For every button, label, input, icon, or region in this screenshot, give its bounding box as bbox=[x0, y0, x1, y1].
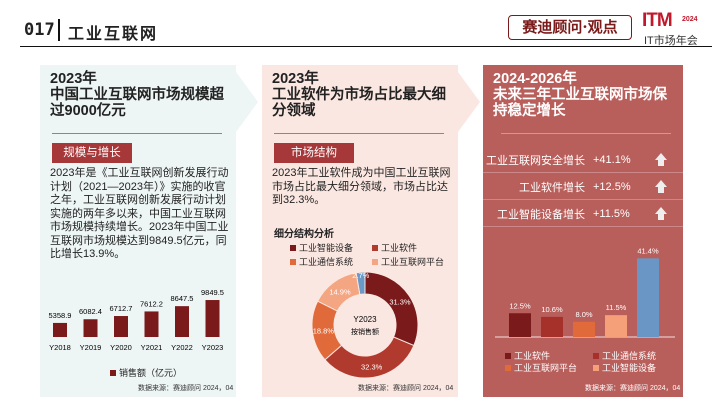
legend-item: 工业通信系统 bbox=[290, 255, 353, 268]
bar bbox=[144, 311, 159, 337]
itm-logo-year: 2024 bbox=[682, 16, 698, 23]
panel-growth-forecast: 2024-2026年 未来三年工业互联网市场保持稳定增长 工业互联网安全增长 +41… bbox=[483, 65, 683, 397]
data-source: 数据来源：赛迪顾问 2024，04 bbox=[358, 385, 454, 392]
x-tick-label: Y2019 bbox=[80, 343, 102, 352]
panel-body: 2023年工业软件成为中国工业互联网市场占比最大细分领域，市场占比达到32.3%… bbox=[272, 167, 451, 206]
panel-market-structure: 2023年 工业软件为市场占比最大细分领域 市场结构 2023年工业软件成为中国工… bbox=[262, 65, 458, 397]
x-tick-label: Y2023 bbox=[202, 343, 224, 352]
itm-logo: ITM bbox=[642, 10, 673, 31]
panel-body: 2023年是《工业互联网创新发展行动计划（2021—2023年）》实施的收官之年… bbox=[50, 167, 229, 260]
bar-value-label: 5358.9 bbox=[49, 311, 72, 320]
donut-slice bbox=[311, 300, 343, 361]
bar-value-label: 10.6% bbox=[541, 305, 563, 314]
growth-row: 工业互联网安全增长 +41.1% bbox=[483, 147, 683, 173]
legend-item: 工业软件 bbox=[505, 349, 550, 362]
market-structure-donut-chart: Y2023 按销售额 31.3% 32.3% 18.8% 14.9%2.7% bbox=[311, 271, 419, 379]
chart-title: 细分结构分析 bbox=[274, 229, 334, 240]
donut-slice bbox=[324, 336, 415, 379]
section-tag: 市场结构 bbox=[274, 143, 354, 163]
bar-value-label: 8.0% bbox=[575, 310, 592, 319]
legend-item: 销售额（亿元） bbox=[110, 366, 182, 379]
bar-value-label: 41.4% bbox=[637, 246, 659, 255]
slice-label: 18.8% bbox=[313, 326, 335, 335]
donut-slice bbox=[316, 272, 361, 312]
bar-value-label: 9849.5 bbox=[201, 288, 224, 297]
bar bbox=[53, 322, 67, 337]
donut-center-year: Y2023 bbox=[353, 315, 377, 324]
x-tick-label: Y2022 bbox=[171, 343, 193, 352]
bar bbox=[175, 306, 189, 337]
up-arrow-icon bbox=[655, 207, 667, 220]
legend-item: 工业互联网平台 bbox=[505, 361, 577, 374]
page-number: 017 bbox=[24, 20, 55, 40]
data-source: 数据来源：赛迪顾问 2024，04 bbox=[138, 385, 234, 392]
bar bbox=[205, 300, 220, 337]
up-arrow-icon bbox=[655, 180, 667, 193]
bar bbox=[83, 319, 98, 337]
legend-item: 工业软件 bbox=[372, 241, 417, 254]
x-tick-label: Y2018 bbox=[49, 343, 71, 352]
legend-item: 工业智能设备 bbox=[593, 361, 656, 374]
bar bbox=[605, 315, 627, 337]
x-tick-label: Y2021 bbox=[141, 343, 163, 352]
brand-stamp: 赛迪顾问·观点 bbox=[508, 15, 632, 40]
panel-title: 2023年 中国工业互联网市场规模超过9000亿元 bbox=[50, 71, 224, 119]
bar bbox=[114, 316, 128, 337]
panel-arrow bbox=[236, 72, 258, 132]
itm-logo-subtitle: IT市场年会 bbox=[644, 35, 698, 47]
section-tag: 规模与增长 bbox=[52, 143, 132, 163]
panel-arrow bbox=[458, 72, 480, 132]
header-divider bbox=[58, 19, 60, 41]
slice-label: 14.9% bbox=[329, 287, 351, 296]
data-source: 数据来源：赛迪顾问 2024，04 bbox=[585, 385, 681, 392]
growth-row: 工业智能设备增长 +11.5% bbox=[483, 201, 683, 227]
bar-value-label: 12.5% bbox=[509, 301, 531, 310]
bar bbox=[509, 313, 531, 337]
growth-row: 工业软件增长 +12.5% bbox=[483, 174, 683, 200]
panel-title: 2023年 工业软件为市场占比最大细分领域 bbox=[272, 71, 446, 119]
bar-value-label: 11.5% bbox=[606, 303, 627, 312]
market-size-bar-chart: 5358.9 Y2018 6082.4 Y2019 6712.7 Y2020 7612.2 Y… bbox=[49, 288, 224, 352]
growth-bar-chart: 12.5% 10.6% 8.0% 11.5% 41.4% bbox=[495, 246, 675, 338]
slice-label: 31.3% bbox=[389, 298, 411, 307]
bar-value-label: 6082.4 bbox=[79, 307, 102, 316]
page-title: 工业互联网 bbox=[68, 24, 159, 43]
legend-item: 工业通信系统 bbox=[593, 349, 656, 362]
panel-title: 2024-2026年 未来三年工业互联网市场保持稳定增长 bbox=[493, 71, 667, 119]
up-arrow-icon bbox=[655, 153, 667, 166]
divider bbox=[52, 133, 222, 134]
divider bbox=[501, 133, 671, 134]
divider bbox=[274, 133, 444, 134]
bar-value-label: 7612.2 bbox=[140, 299, 163, 308]
header-rule bbox=[20, 46, 712, 47]
bar-value-label: 6712.7 bbox=[110, 304, 133, 313]
slice-label: 2.7% bbox=[352, 271, 369, 280]
legend-item: 工业互联网平台 bbox=[372, 255, 444, 268]
donut-slice bbox=[364, 271, 419, 347]
panel-market-size: 2023年 中国工业互联网市场规模超过9000亿元 规模与增长 2023年是《工业… bbox=[40, 65, 236, 397]
slice-label: 32.3% bbox=[361, 362, 383, 371]
bar bbox=[541, 316, 563, 337]
bar bbox=[573, 321, 595, 337]
bar bbox=[637, 258, 659, 337]
x-tick-label: Y2020 bbox=[110, 343, 132, 352]
donut-center-label: 按销售额 bbox=[351, 327, 379, 336]
legend-item: 工业智能设备 bbox=[290, 241, 353, 254]
bar-value-label: 8647.5 bbox=[171, 294, 194, 303]
